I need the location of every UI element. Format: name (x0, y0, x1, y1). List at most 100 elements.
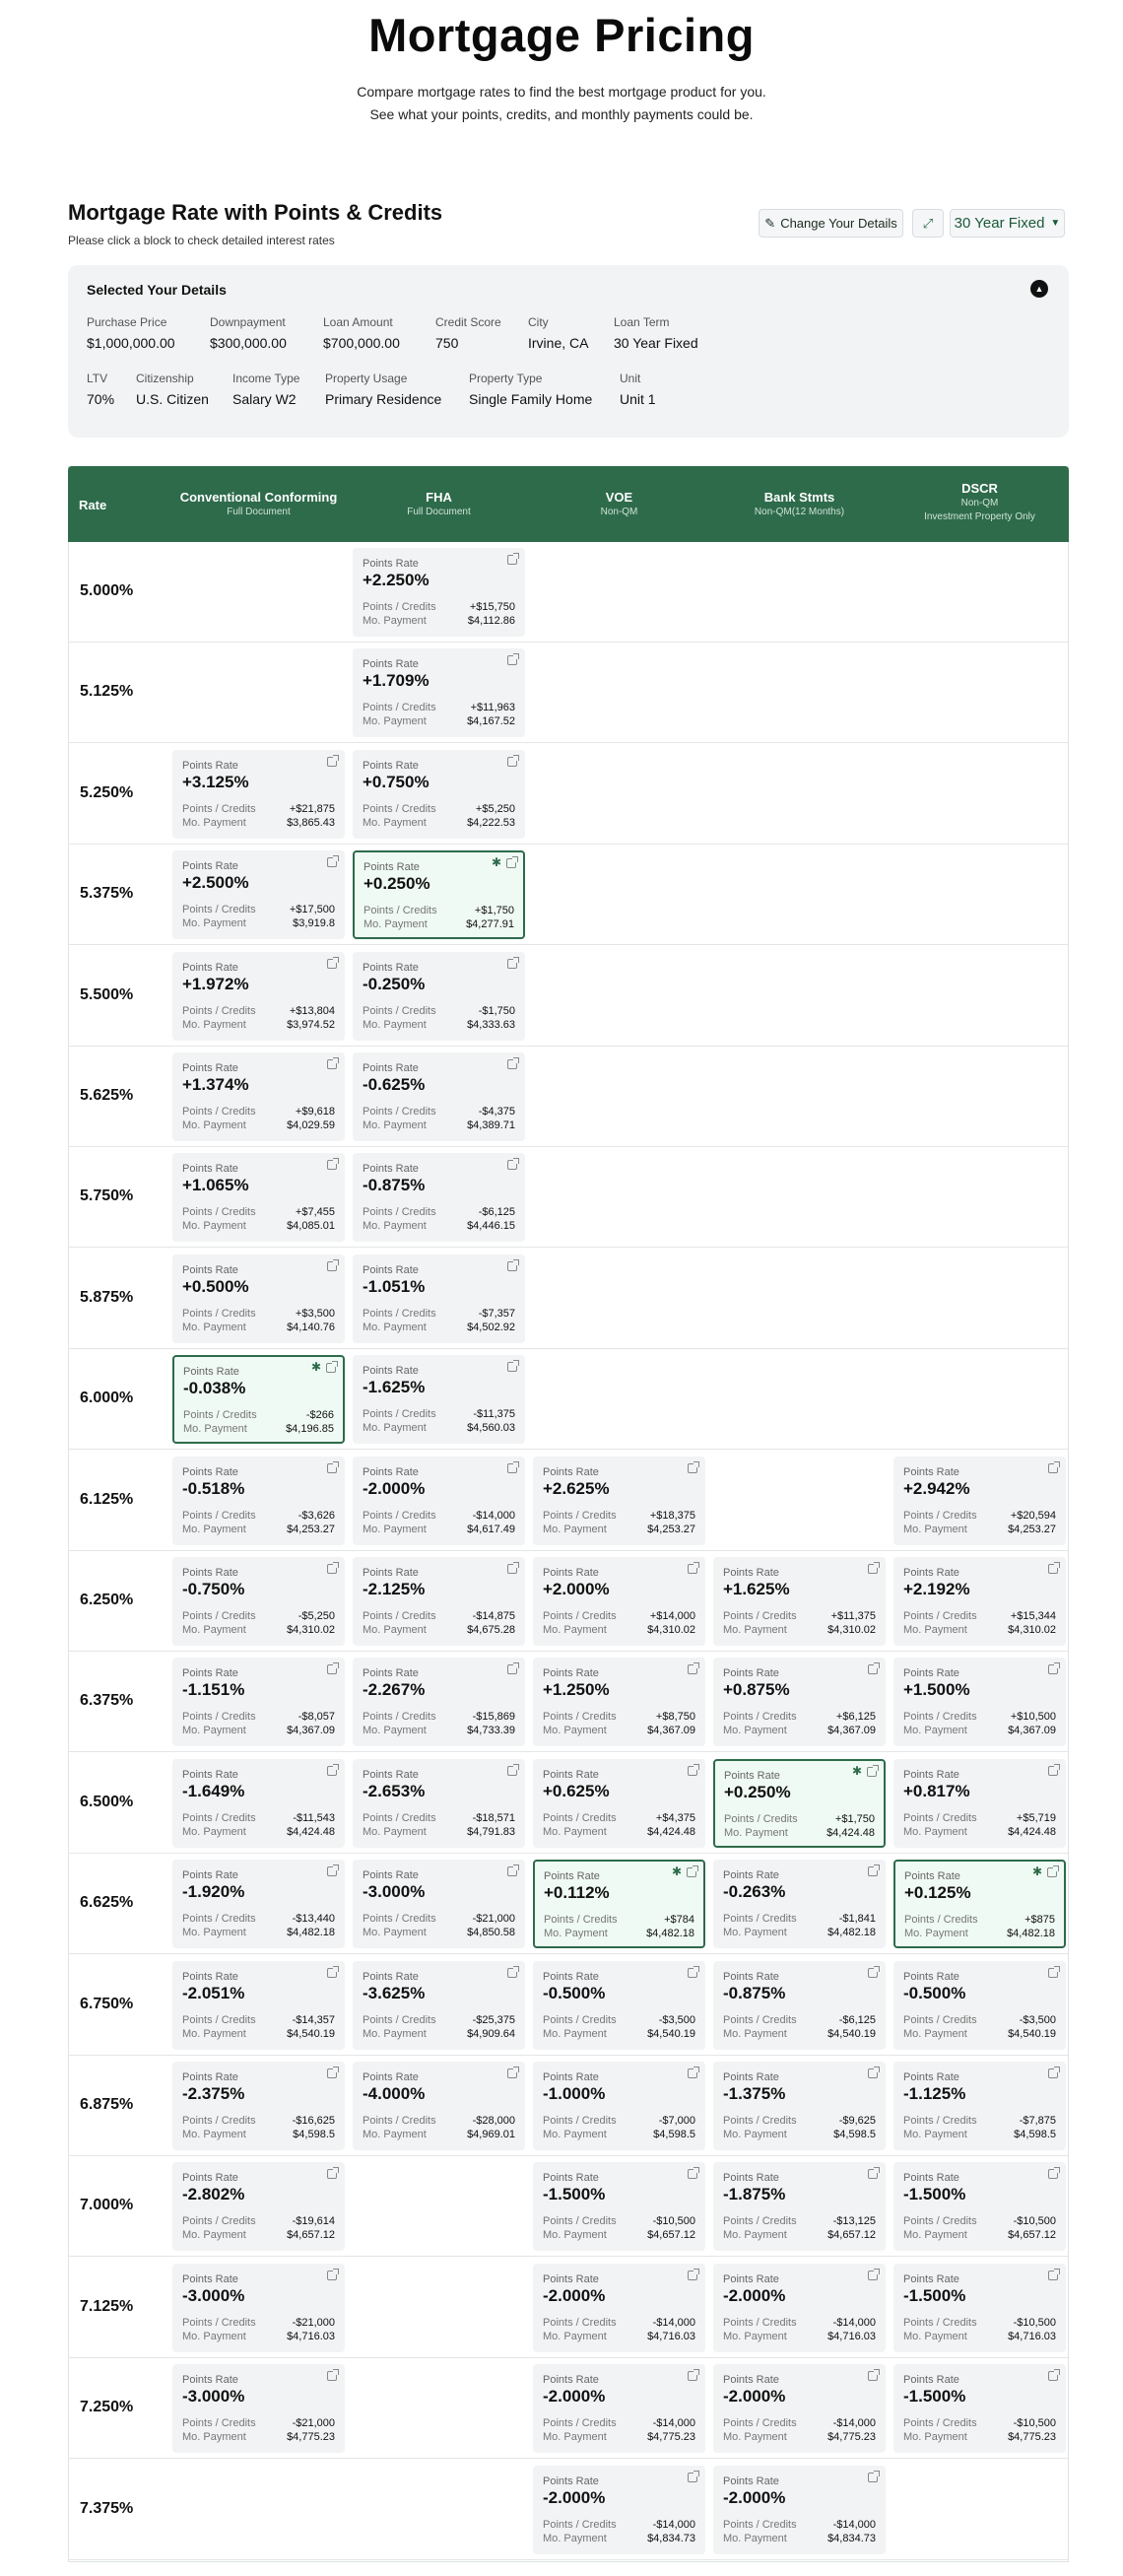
external-link-icon[interactable] (688, 2268, 699, 2280)
external-link-icon[interactable] (507, 1460, 519, 1473)
rate-card[interactable]: Points Rate +1.972% Points / Credits +$13,8… (172, 951, 345, 1041)
rate-card[interactable]: Points Rate -1.500% Points / Credits -$10,5… (533, 2162, 705, 2252)
external-link-icon[interactable] (868, 2470, 880, 2482)
rate-card[interactable]: Points Rate -1.500% Points / Credits -$10,5… (893, 2263, 1066, 2352)
rate-card[interactable]: Points Rate +1.065% Points / Credits +$7,45… (172, 1153, 345, 1243)
external-link-icon[interactable] (507, 1562, 519, 1574)
rate-card[interactable]: Points Rate -3.000% Points / Credits -$21,0… (172, 2364, 345, 2454)
rate-card[interactable]: Points Rate -1.875% Points / Credits -$13,1… (713, 2162, 886, 2252)
external-link-icon[interactable] (868, 1662, 880, 1675)
rate-card[interactable]: Points Rate -0.263% Points / Credits -$1,84… (713, 1860, 886, 1949)
rate-card[interactable]: Points Rate +2.000% Points / Credits +$14,0… (533, 1557, 705, 1646)
rate-card[interactable]: Points Rate +1.709% Points / Credits +$11,9… (353, 648, 525, 738)
external-link-icon[interactable] (507, 1965, 519, 1978)
external-link-icon[interactable] (688, 1562, 699, 1574)
rate-card[interactable]: Points Rate -0.250% Points / Credits -$1,75… (353, 951, 525, 1041)
external-link-icon[interactable] (507, 1763, 519, 1776)
external-link-icon[interactable] (326, 1361, 338, 1374)
external-link-icon[interactable] (868, 1965, 880, 1978)
rate-card[interactable]: Points Rate -2.653% Points / Credits -$18,5… (353, 1758, 525, 1848)
external-link-icon[interactable] (688, 2167, 699, 2180)
external-link-icon[interactable] (1048, 1562, 1060, 1574)
external-link-icon[interactable] (507, 653, 519, 666)
external-link-icon[interactable] (327, 1864, 339, 1877)
rate-card[interactable]: Points Rate -0.500% Points / Credits -$3,50… (893, 1960, 1066, 2050)
external-link-icon[interactable] (327, 1158, 339, 1171)
external-link-icon[interactable] (327, 1258, 339, 1271)
rate-card[interactable]: Points Rate -2.000% Points / Credits -$14,0… (713, 2263, 886, 2352)
external-link-icon[interactable] (327, 2167, 339, 2180)
rate-card[interactable]: Points Rate -1.051% Points / Credits -$7,35… (353, 1254, 525, 1343)
external-link-icon[interactable] (688, 1763, 699, 1776)
rate-card[interactable]: Points Rate -2.000% Points / Credits -$14,0… (713, 2465, 886, 2554)
chevron-up-icon[interactable]: ▲ (1030, 280, 1048, 298)
rate-card[interactable]: Points Rate +0.750% Points / Credits +$5,25… (353, 749, 525, 839)
rate-card[interactable]: Points Rate -1.500% Points / Credits -$10,5… (893, 2162, 1066, 2252)
external-link-icon[interactable] (327, 2268, 339, 2280)
rate-card[interactable]: Points Rate +0.125% Points / Credits +$875 M… (893, 1860, 1066, 1949)
external-link-icon[interactable] (1048, 1965, 1060, 1978)
external-link-icon[interactable] (1048, 1460, 1060, 1473)
rate-card[interactable]: Points Rate -3.625% Points / Credits -$25,3… (353, 1960, 525, 2050)
external-link-icon[interactable] (688, 2470, 699, 2482)
rate-card[interactable]: Points Rate -2.000% Points / Credits -$14,0… (533, 2465, 705, 2554)
external-link-icon[interactable] (1048, 2167, 1060, 2180)
expand-button[interactable]: ⤢ (912, 209, 944, 237)
external-link-icon[interactable] (507, 553, 519, 565)
rate-card[interactable]: Points Rate -0.875% Points / Credits -$6,12… (353, 1153, 525, 1243)
rate-card[interactable]: Points Rate -2.802% Points / Credits -$19,6… (172, 2162, 345, 2252)
change-details-button[interactable]: ✎ Change Your Details (759, 209, 903, 237)
rate-card[interactable]: Points Rate +1.500% Points / Credits +$10,5… (893, 1658, 1066, 1747)
external-link-icon[interactable] (327, 956, 339, 969)
external-link-icon[interactable] (327, 1662, 339, 1675)
rate-card[interactable]: Points Rate -0.038% Points / Credits -$266 M… (172, 1355, 345, 1445)
rate-card[interactable]: Points Rate +0.250% Points / Credits +$1,75… (713, 1758, 886, 1848)
rate-card[interactable]: Points Rate -1.625% Points / Credits -$11,3… (353, 1355, 525, 1445)
rate-card[interactable]: Points Rate -0.500% Points / Credits -$3,50… (533, 1960, 705, 2050)
external-link-icon[interactable] (1048, 1662, 1060, 1675)
rate-card[interactable]: Points Rate -1.920% Points / Credits -$13,4… (172, 1860, 345, 1949)
external-link-icon[interactable] (327, 1460, 339, 1473)
external-link-icon[interactable] (327, 754, 339, 767)
external-link-icon[interactable] (327, 1763, 339, 1776)
external-link-icon[interactable] (507, 1158, 519, 1171)
external-link-icon[interactable] (868, 2167, 880, 2180)
rate-card[interactable]: Points Rate +0.250% Points / Credits +$1,75… (353, 850, 525, 940)
rate-card[interactable]: Points Rate +2.942% Points / Credits +$20,5… (893, 1456, 1066, 1545)
rate-card[interactable]: Points Rate -2.000% Points / Credits -$14,0… (353, 1456, 525, 1545)
rate-card[interactable]: Points Rate +0.500% Points / Credits +$3,50… (172, 1254, 345, 1343)
rate-card[interactable]: Points Rate -2.000% Points / Credits -$14,0… (533, 2364, 705, 2454)
rate-card[interactable]: Points Rate +2.250% Points / Credits +$15,7… (353, 548, 525, 637)
external-link-icon[interactable] (507, 1360, 519, 1373)
external-link-icon[interactable] (1047, 1865, 1059, 1878)
rate-card[interactable]: Points Rate +0.875% Points / Credits +$6,12… (713, 1658, 886, 1747)
external-link-icon[interactable] (327, 1562, 339, 1574)
rate-card[interactable]: Points Rate +1.250% Points / Credits +$8,75… (533, 1658, 705, 1747)
external-link-icon[interactable] (868, 2067, 880, 2078)
external-link-icon[interactable] (507, 956, 519, 969)
rate-card[interactable]: Points Rate +1.625% Points / Credits +$11,3… (713, 1557, 886, 1646)
rate-card[interactable]: Points Rate -2.375% Points / Credits -$16,6… (172, 2062, 345, 2150)
external-link-icon[interactable] (507, 1662, 519, 1675)
rate-card[interactable]: Points Rate -1.000% Points / Credits -$7,00… (533, 2062, 705, 2150)
rate-card[interactable]: Points Rate +2.625% Points / Credits +$18,3… (533, 1456, 705, 1545)
rate-card[interactable]: Points Rate -0.875% Points / Credits -$6,12… (713, 1960, 886, 2050)
external-link-icon[interactable] (687, 1865, 698, 1878)
external-link-icon[interactable] (688, 2369, 699, 2382)
rate-card[interactable]: Points Rate +2.500% Points / Credits +$17,5… (172, 850, 345, 940)
external-link-icon[interactable] (507, 1864, 519, 1877)
external-link-icon[interactable] (507, 754, 519, 767)
rate-card[interactable]: Points Rate -4.000% Points / Credits -$28,0… (353, 2062, 525, 2150)
external-link-icon[interactable] (506, 856, 518, 869)
rate-card[interactable]: Points Rate -0.750% Points / Credits -$5,25… (172, 1557, 345, 1646)
rate-card[interactable]: Points Rate +0.625% Points / Credits +$4,37… (533, 1758, 705, 1848)
rate-card[interactable]: Points Rate -1.151% Points / Credits -$8,05… (172, 1658, 345, 1747)
rate-card[interactable]: Points Rate +1.374% Points / Credits +$9,61… (172, 1052, 345, 1141)
external-link-icon[interactable] (327, 855, 339, 868)
external-link-icon[interactable] (327, 1057, 339, 1069)
rate-card[interactable]: Points Rate -1.375% Points / Credits -$9,62… (713, 2062, 886, 2150)
rate-card[interactable]: Points Rate -1.125% Points / Credits -$7,87… (893, 2062, 1066, 2150)
external-link-icon[interactable] (867, 1764, 879, 1777)
external-link-icon[interactable] (1048, 2268, 1060, 2280)
external-link-icon[interactable] (507, 2067, 519, 2078)
